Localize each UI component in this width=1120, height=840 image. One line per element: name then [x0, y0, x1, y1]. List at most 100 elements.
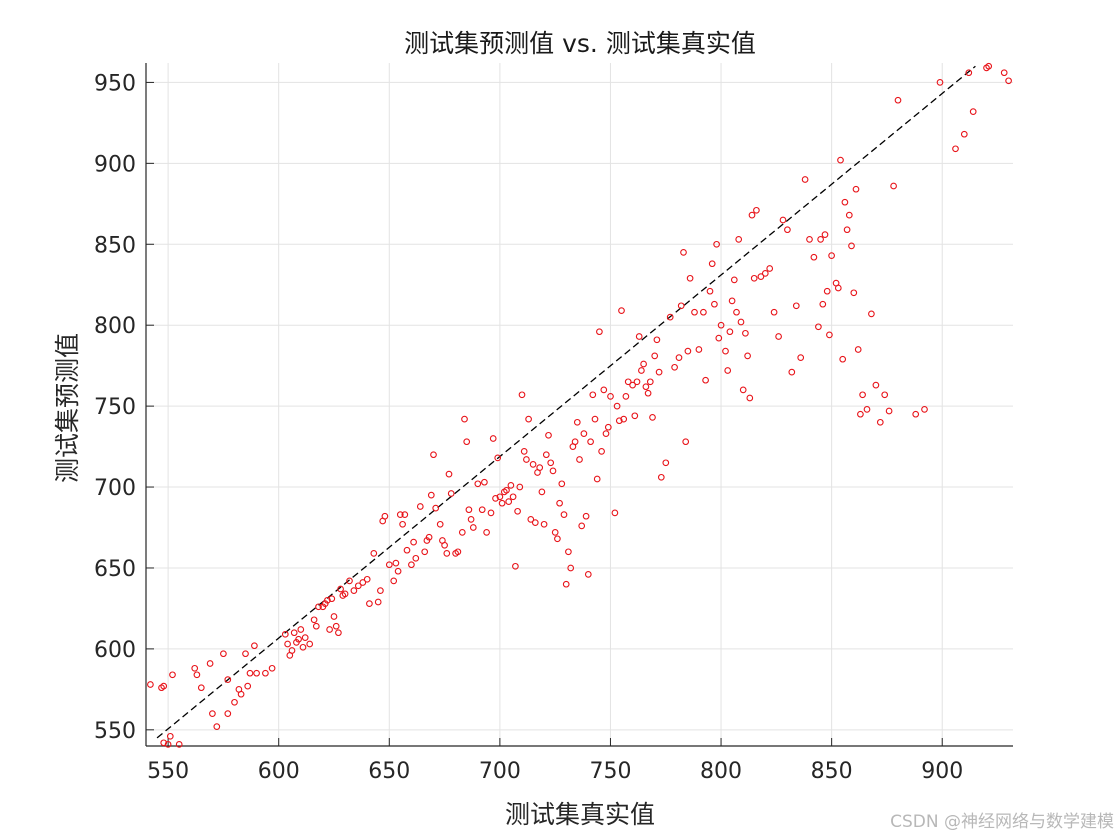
data-point — [779, 216, 787, 224]
data-point — [299, 643, 307, 651]
data-point — [848, 242, 855, 250]
data-point — [881, 391, 889, 399]
data-point — [463, 438, 471, 446]
data-point — [408, 561, 415, 569]
data-point — [350, 587, 358, 594]
reference-line-group — [156, 65, 976, 739]
data-point — [166, 732, 174, 740]
data-point — [251, 642, 258, 650]
data-point — [651, 352, 659, 360]
data-point — [335, 629, 342, 637]
data-point — [416, 503, 424, 510]
data-point — [370, 550, 378, 557]
data-point — [753, 206, 760, 214]
data-point — [819, 300, 827, 308]
data-point — [326, 626, 333, 633]
data-point — [691, 308, 698, 316]
data-point — [593, 475, 601, 483]
data-point — [403, 546, 411, 554]
data-point — [330, 613, 338, 620]
data-point — [863, 406, 871, 413]
data-point — [567, 564, 575, 572]
data-point — [425, 533, 433, 541]
data-point — [529, 461, 537, 468]
data-point — [503, 486, 510, 494]
data-point — [175, 741, 183, 748]
data-point — [562, 580, 570, 588]
data-point — [686, 274, 694, 282]
x-tick-label: 700 — [479, 759, 521, 784]
data-point — [160, 682, 168, 690]
data-point — [618, 307, 625, 314]
y-tick-labels: 550 600 650 700 750 800 850 900 950 — [94, 71, 136, 743]
data-point — [237, 690, 245, 698]
data-point — [147, 681, 154, 688]
data-point — [582, 512, 590, 520]
data-point — [638, 367, 645, 374]
data-point — [722, 347, 729, 355]
data-point — [191, 664, 199, 672]
data-point — [392, 559, 400, 567]
data-point — [197, 684, 205, 692]
data-point — [985, 62, 993, 70]
data-point — [695, 346, 703, 353]
data-point — [474, 480, 482, 488]
data-point — [297, 626, 305, 633]
data-point — [868, 310, 875, 318]
data-point — [801, 176, 809, 183]
data-point — [483, 529, 490, 536]
data-point — [894, 96, 902, 104]
data-point — [965, 69, 973, 77]
data-point — [571, 438, 579, 446]
data-point — [436, 520, 444, 528]
data-point — [700, 308, 707, 316]
data-point — [374, 598, 382, 606]
data-point — [514, 507, 521, 515]
x-axis-label: 测试集真实值 — [505, 800, 655, 829]
data-point — [310, 616, 318, 624]
data-point — [826, 331, 833, 339]
data-point — [854, 346, 862, 353]
data-point — [706, 287, 714, 295]
data-point — [410, 538, 417, 546]
data-point — [604, 423, 612, 431]
data-point — [622, 393, 630, 400]
data-point — [481, 478, 488, 486]
x-tick-label: 650 — [368, 759, 410, 784]
data-point — [332, 622, 340, 630]
data-point — [224, 710, 232, 717]
data-point — [231, 698, 238, 706]
data-point — [284, 640, 291, 648]
data-point — [684, 347, 692, 355]
data-point — [653, 336, 661, 344]
data-points — [147, 62, 1012, 748]
data-point — [843, 226, 851, 234]
data-point — [766, 265, 774, 272]
data-point — [445, 470, 453, 478]
data-point — [193, 671, 201, 679]
data-point — [489, 435, 497, 442]
data-point — [441, 541, 448, 549]
data-point — [671, 363, 678, 371]
data-point — [642, 383, 650, 391]
data-point — [545, 431, 552, 439]
grid-lines — [146, 63, 1013, 746]
data-point — [644, 389, 652, 397]
data-point — [711, 300, 718, 308]
data-point — [602, 430, 610, 437]
data-point — [290, 629, 298, 637]
data-point — [1005, 77, 1012, 85]
data-point — [598, 448, 605, 455]
data-point — [600, 386, 608, 394]
data-point — [635, 333, 643, 340]
data-point — [680, 249, 687, 256]
data-point — [845, 211, 853, 219]
data-point — [565, 548, 572, 556]
data-point — [498, 499, 506, 507]
data-point — [467, 516, 475, 523]
data-point — [872, 381, 880, 389]
data-point — [281, 630, 289, 638]
data-point — [912, 410, 920, 418]
data-point — [538, 488, 546, 496]
data-point — [399, 520, 406, 528]
